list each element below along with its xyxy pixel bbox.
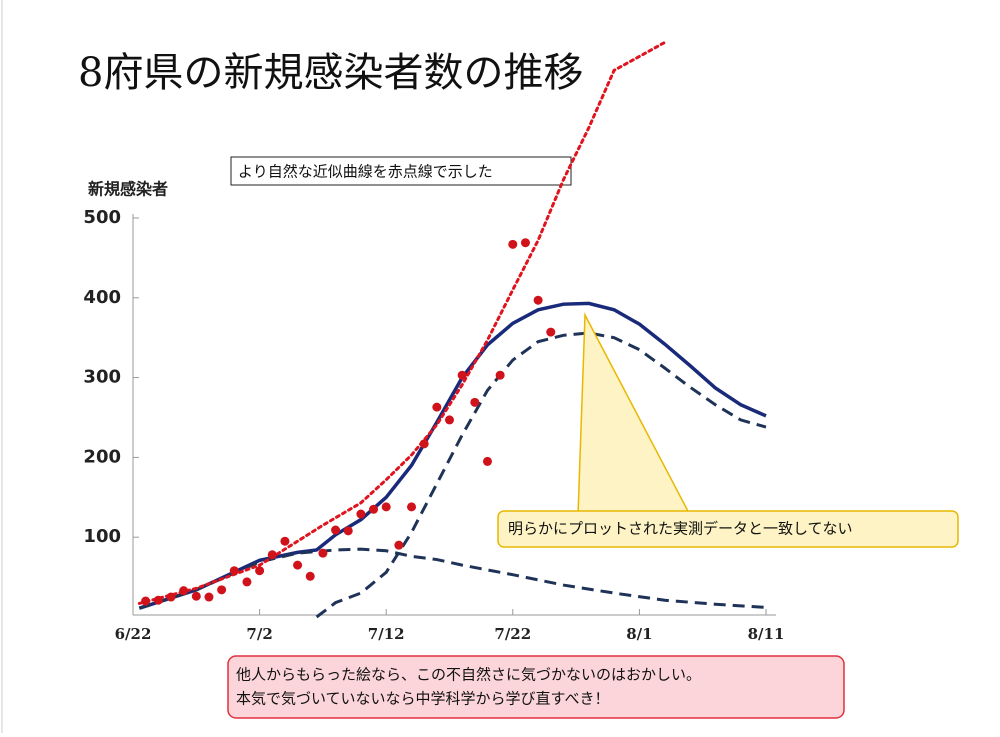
data-point (305, 571, 315, 581)
data-point (343, 526, 353, 536)
y-tick-label: 400 (83, 287, 121, 308)
data-point (356, 509, 366, 519)
data-point (495, 370, 505, 380)
data-point (331, 525, 341, 535)
data-point (369, 504, 379, 514)
data-point (394, 540, 404, 550)
data-point (229, 566, 239, 576)
data-point (508, 239, 518, 249)
note-box (230, 156, 572, 186)
data-point (381, 502, 391, 512)
data-point (166, 592, 176, 602)
data-point (520, 238, 530, 248)
data-point (419, 439, 429, 449)
fit-line (137, 40, 667, 605)
comment-line: 本気で気づいていないなら中学科学から学び直すべき！ (236, 690, 610, 708)
y-tick-label: 100 (83, 526, 121, 547)
x-tick-label: 8/11 (748, 625, 785, 643)
data-point (141, 596, 151, 606)
data-point (445, 415, 454, 425)
data-point (482, 456, 492, 466)
data-point (153, 595, 163, 605)
y-axis-label: 新規感染者 (88, 180, 168, 199)
data-point (470, 397, 480, 407)
data-point (533, 295, 543, 305)
data-point (293, 560, 303, 570)
callout-join (579, 512, 689, 518)
note: より自然な近似曲線を赤点線で示した (238, 163, 493, 181)
fit-line (138, 547, 767, 610)
data-point (457, 370, 467, 380)
y-tick-label: 500 (83, 207, 121, 228)
data-point (179, 586, 189, 596)
callout-text: 明らかにプロットされた実測データと一致してない (508, 520, 853, 538)
x-tick-label: 7/2 (246, 625, 272, 643)
callout-box (497, 510, 959, 548)
data-point (546, 327, 556, 337)
data-point (267, 550, 277, 560)
data-point (191, 591, 201, 601)
x-tick-label: 6/22 (115, 625, 152, 643)
data-point (204, 592, 214, 602)
x-tick-label: 7/22 (494, 625, 531, 643)
callout-pointer (577, 312, 692, 516)
chart-title: 8府県の新規感染者数の推移 (78, 50, 583, 96)
y-tick-label: 300 (83, 367, 121, 388)
comment-line: 他人からもらった絵なら、この不自然さに気づかないのはおかしい。 (236, 666, 701, 684)
x-tick-label: 8/1 (626, 625, 652, 643)
data-point (432, 402, 442, 412)
data-point (280, 536, 290, 546)
data-point (242, 577, 252, 587)
comment-box (227, 655, 845, 719)
data-point (217, 585, 227, 595)
data-point (318, 548, 328, 558)
x-tick-label: 7/12 (368, 625, 405, 643)
data-point (407, 502, 417, 512)
y-tick-label: 200 (83, 446, 121, 467)
data-point (255, 566, 265, 576)
fit-line (315, 331, 767, 619)
